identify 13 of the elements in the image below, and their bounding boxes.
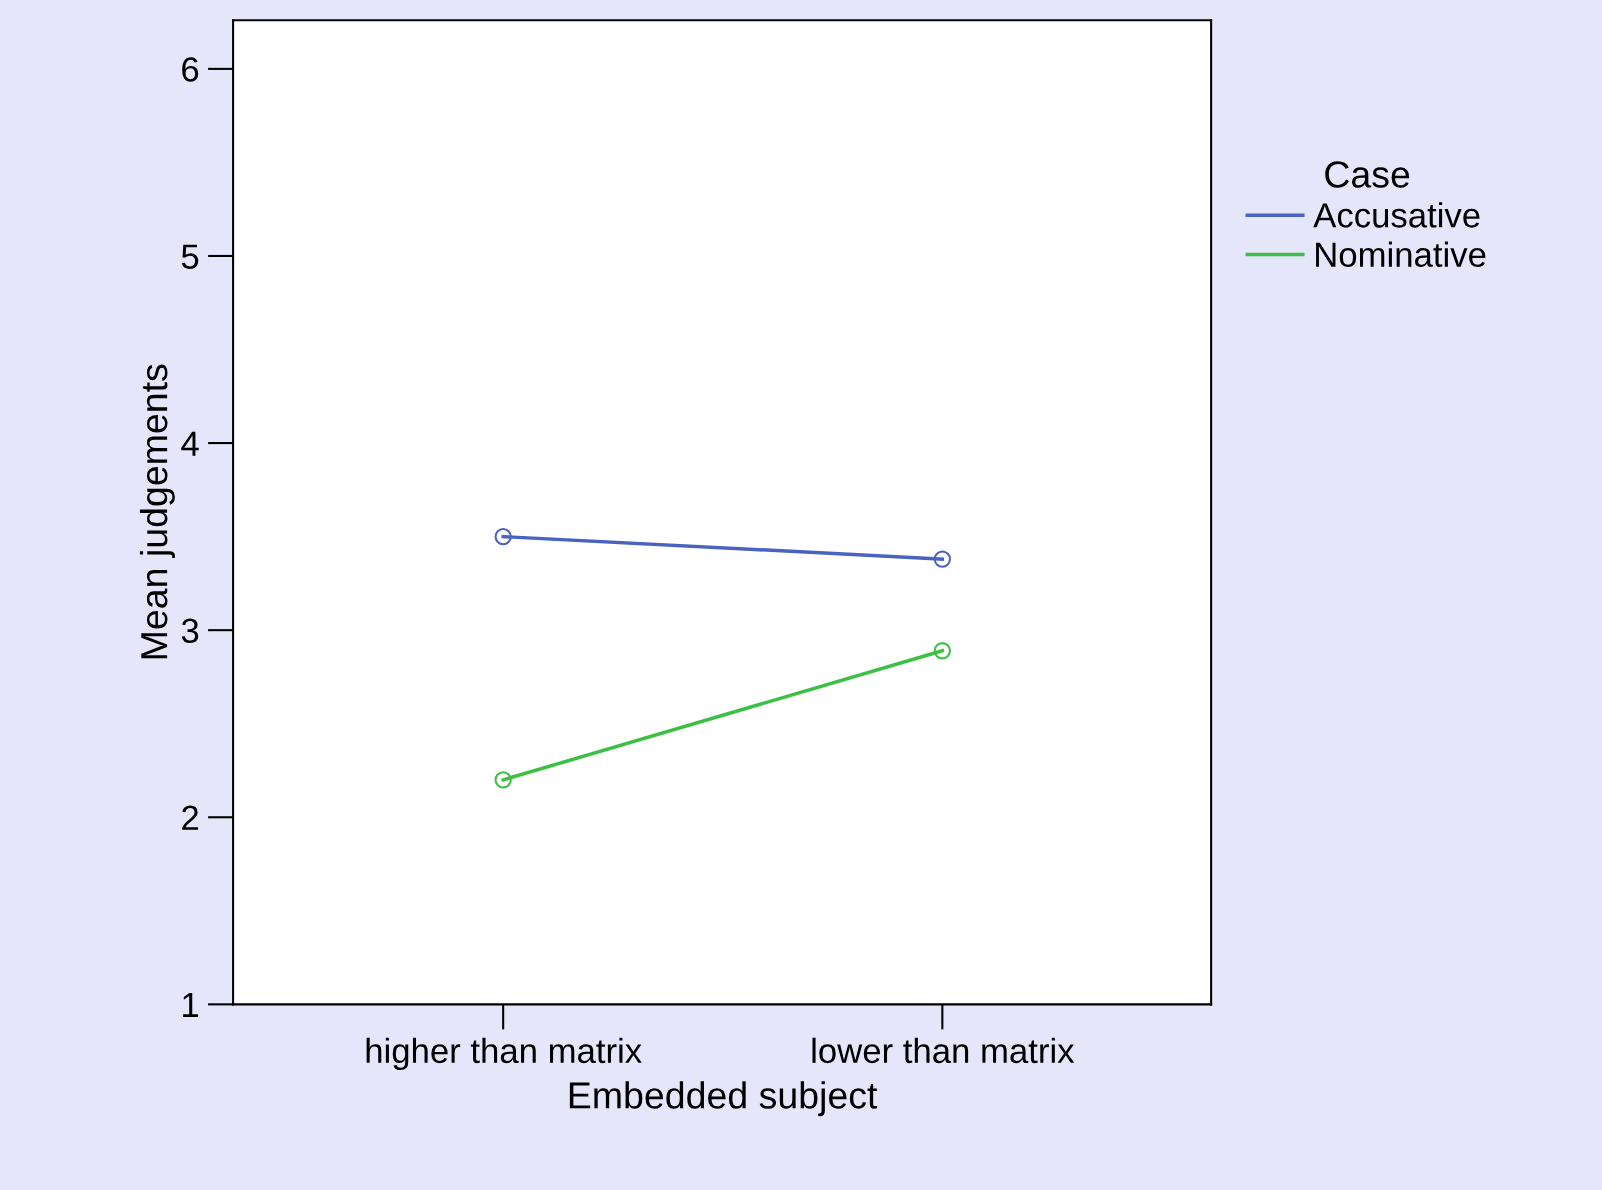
- y-tick-label: 2: [182, 805, 199, 830]
- x-tick-label: higher than matrix: [366, 1037, 642, 1071]
- y-tick-label: 6: [182, 57, 199, 82]
- y-tick-label: 1: [183, 993, 199, 1017]
- y-tick-label: 3: [181, 618, 199, 644]
- legend-label: Accusative: [1313, 202, 1480, 228]
- y-tick-label: 4: [181, 431, 199, 456]
- legend-title: Case: [1325, 161, 1410, 188]
- legend-label: Nominative: [1316, 241, 1486, 267]
- y-tick-label: 5: [181, 244, 199, 269]
- x-tick-label: lower than matrix: [812, 1037, 1075, 1064]
- y-axis-title: Mean judgements: [139, 364, 175, 659]
- x-axis-title: Embedded subject: [569, 1081, 878, 1117]
